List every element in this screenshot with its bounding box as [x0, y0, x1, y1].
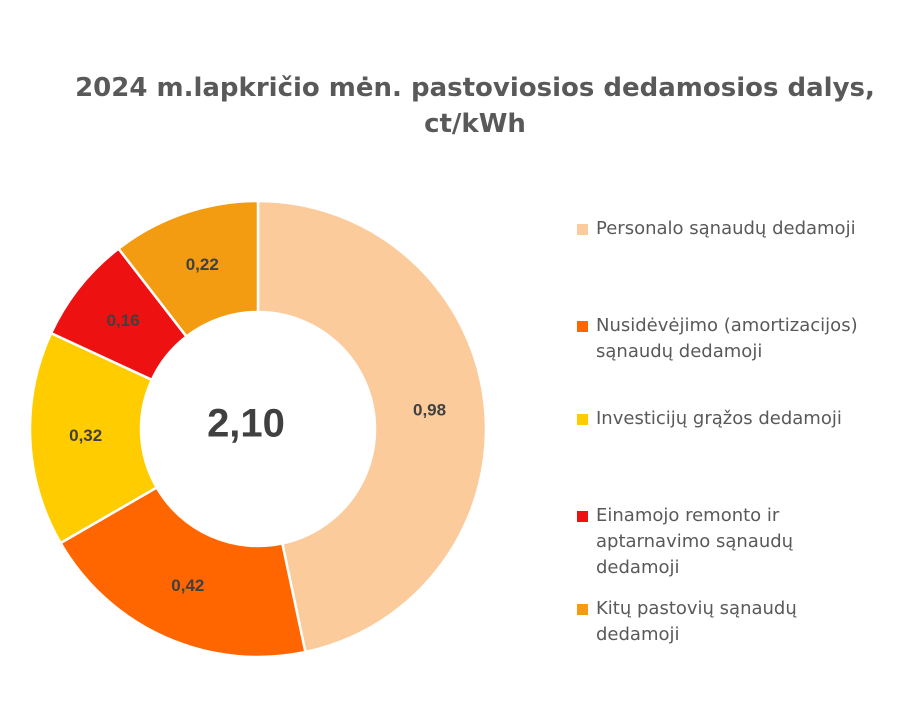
legend-label: Nusidėvėjimo (amortizacijos) sąnaudų ded… — [596, 315, 858, 362]
legend-label: Einamojo remonto ir aptarnavimo sąnaudų … — [596, 505, 794, 578]
slice-value-label-4: 0,16 — [107, 311, 140, 330]
slice-value-label-1: 0,98 — [413, 400, 446, 419]
legend-swatch — [577, 414, 588, 425]
chart-title: 2024 m.lapkričio mėn. pastoviosios dedam… — [60, 70, 890, 142]
donut-slice-3 — [28, 331, 159, 545]
legend-item-5: Kitų pastovių sąnaudų dedamoji — [577, 596, 907, 648]
slice-value-label-3: 0,32 — [69, 426, 102, 445]
legend-item-2: Nusidėvėjimo (amortizacijos) sąnaudų ded… — [577, 313, 907, 365]
legend-label: Personalo sąnaudų dedamoji — [596, 218, 856, 239]
donut-center-total: 2,10 — [207, 402, 285, 446]
legend-swatch — [577, 511, 588, 522]
donut-slice-2 — [58, 485, 307, 659]
legend-item-1: Personalo sąnaudų dedamoji — [577, 216, 907, 242]
legend-swatch — [577, 604, 588, 615]
chart-title-line-2: ct/kWh — [424, 109, 526, 139]
donut-slice-labels: 0,98 0,42 0,32 0,16 0,22 — [69, 255, 446, 595]
donut-slice-1 — [256, 199, 488, 654]
slice-value-label-5: 0,22 — [186, 255, 219, 274]
legend-label: Investicijų grąžos dedamoji — [596, 408, 842, 429]
legend-swatch — [577, 224, 588, 235]
chart-title-line-1: 2024 m.lapkričio mėn. pastoviosios dedam… — [75, 73, 875, 103]
donut-slice-5 — [116, 199, 260, 339]
slice-value-label-2: 0,42 — [171, 576, 204, 595]
legend-item-4: Einamojo remonto ir aptarnavimo sąnaudų … — [577, 503, 907, 581]
legend-label: Kitų pastovių sąnaudų dedamoji — [596, 598, 797, 645]
legend-item-3: Investicijų grąžos dedamoji — [577, 406, 907, 432]
donut-slices — [28, 199, 488, 659]
legend-swatch — [577, 321, 588, 332]
